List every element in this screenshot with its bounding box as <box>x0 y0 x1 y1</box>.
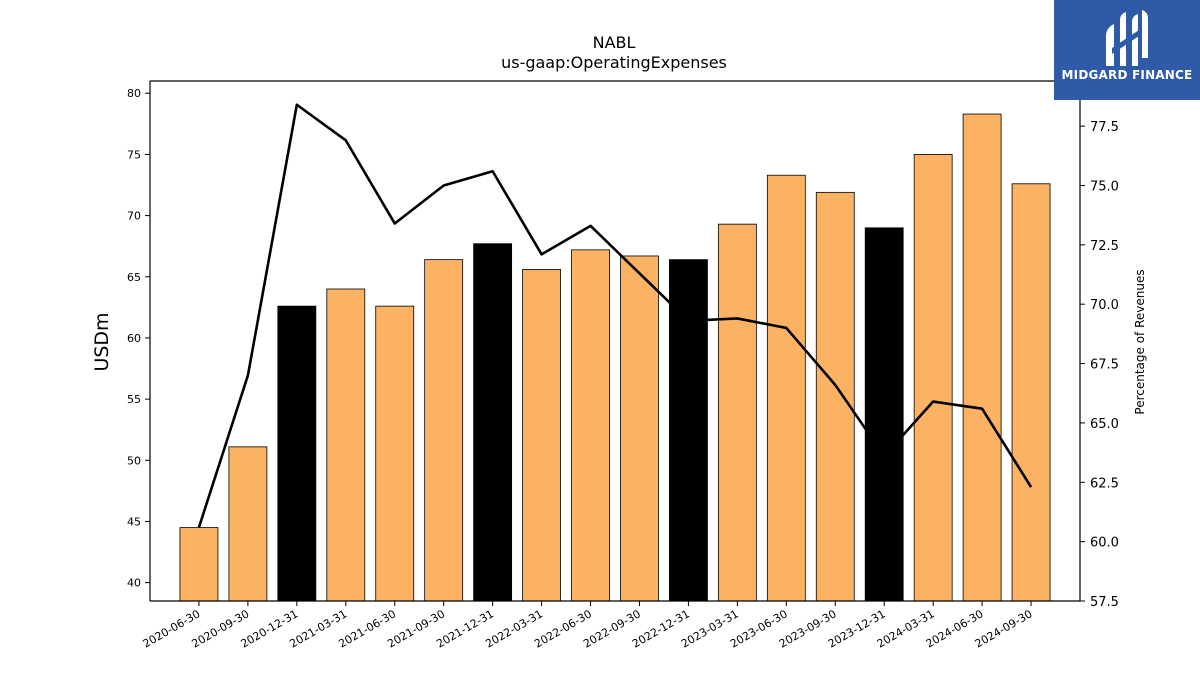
bar <box>1011 183 1051 602</box>
bar <box>571 249 610 602</box>
bar <box>620 255 659 602</box>
bar <box>424 259 464 602</box>
y2-tick-label: 75.0 <box>1090 179 1119 194</box>
y2-tick-label: 57.5 <box>1090 595 1119 610</box>
bar <box>815 191 855 602</box>
bar <box>228 446 268 602</box>
bar <box>326 288 366 602</box>
y2-tick-label: 70.0 <box>1090 298 1119 313</box>
bar <box>864 227 904 602</box>
y2-tick-label: 67.5 <box>1090 358 1119 373</box>
y-tick-label: 40 <box>127 577 141 590</box>
y-tick-label: 45 <box>127 515 141 528</box>
percentage-line <box>197 103 1033 528</box>
bar <box>717 223 757 602</box>
y-tick-label: 65 <box>127 271 141 284</box>
y-tick-label: 50 <box>127 454 141 467</box>
y-tick-label: 60 <box>127 332 141 345</box>
y2-tick-label: 62.5 <box>1090 476 1119 491</box>
brand-logo: MIDGARD FINANCE <box>1054 0 1200 100</box>
y2-tick-label: 72.5 <box>1090 239 1119 254</box>
bar <box>669 259 708 602</box>
y-tick-label: 70 <box>127 210 141 223</box>
bar <box>766 174 806 602</box>
logo-text: MIDGARD FINANCE <box>1061 68 1193 82</box>
bar <box>962 113 1002 602</box>
y2-tick-label: 77.5 <box>1090 120 1119 135</box>
y-tick-label: 55 <box>127 393 141 406</box>
y-axis-label: USDm <box>91 312 113 371</box>
bar <box>473 243 513 602</box>
y2-axis-label: Percentage of Revenues <box>1133 269 1147 414</box>
bar <box>522 269 561 602</box>
y-tick-label: 75 <box>127 148 141 161</box>
bar <box>179 527 219 602</box>
chart-subtitle: us-gaap:OperatingExpenses <box>501 53 727 72</box>
bar-series <box>179 113 1051 602</box>
chart-title: NABL <box>593 33 636 52</box>
y2-tick-label: 65.0 <box>1090 417 1119 432</box>
y-tick-label: 80 <box>127 87 141 100</box>
bar <box>277 305 317 602</box>
bar <box>913 154 953 602</box>
logo-icon <box>1106 10 1148 66</box>
percentage-line-series <box>197 103 1033 528</box>
bar <box>375 305 415 602</box>
y2-tick-label: 60.0 <box>1090 536 1119 551</box>
